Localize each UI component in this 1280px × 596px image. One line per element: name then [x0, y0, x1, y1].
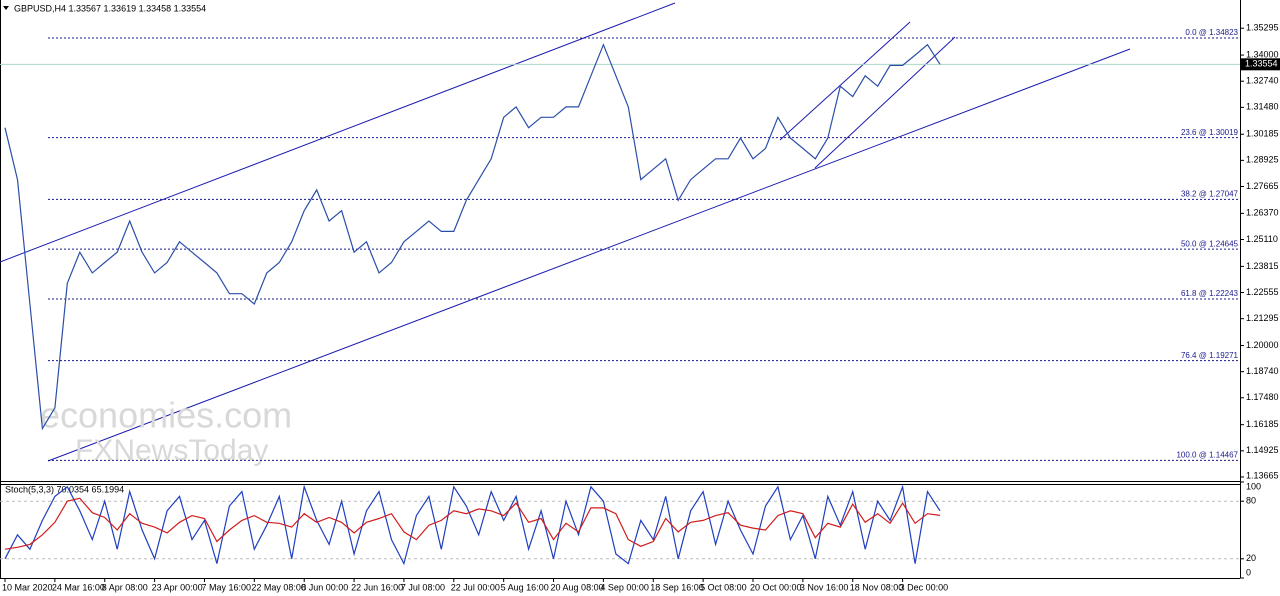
current-price-box	[1241, 58, 1280, 71]
chart-title: GBPUSD,H4 1.33567 1.33619 1.33458 1.3355…	[14, 3, 206, 13]
y-tick-label: 1.25110	[1246, 234, 1278, 244]
y-tick-label: 1.18740	[1246, 366, 1279, 376]
trend-line	[779, 21, 911, 141]
y-tick-label: 1.31480	[1246, 102, 1279, 112]
x-tick-label: 20 Aug 08:00	[551, 582, 604, 592]
current-price-label: 1.33554	[1245, 59, 1278, 69]
trend-line	[814, 36, 956, 169]
y-tick-label: 1.16185	[1246, 419, 1279, 429]
y-tick-label: 1.34000	[1246, 49, 1279, 59]
y-tick-label: 1.23815	[1246, 261, 1279, 271]
x-tick-label: 20 Oct 00:00	[750, 582, 802, 592]
trend-line	[47, 48, 1131, 462]
y-tick-label: 80	[1246, 496, 1256, 506]
y-tick-label: 1.17480	[1246, 392, 1279, 402]
y-tick-label: 1.21295	[1246, 313, 1279, 323]
x-tick-label: 24 Mar 16:00	[52, 582, 105, 592]
x-tick-label: 5 Aug 16:00	[501, 582, 549, 592]
y-tick-label: 1.28925	[1246, 155, 1279, 165]
fib-label: 100.0 @ 1.14467	[1176, 450, 1238, 459]
x-tick-label: 7 May 16:00	[201, 582, 251, 592]
x-tick-label: 3 Dec 00:00	[900, 582, 949, 592]
x-tick-label: 23 Apr 00:00	[152, 582, 203, 592]
watermark: FXNewsToday	[75, 434, 268, 467]
x-tick-label: 18 Nov 08:00	[850, 582, 904, 592]
icon	[3, 6, 9, 10]
x-tick-label: 18 Sep 16:00	[650, 582, 704, 592]
x-tick-label: 22 Jul 00:00	[451, 582, 500, 592]
y-tick-label: 1.32740	[1246, 76, 1279, 86]
fib-label: 61.8 @ 1.22243	[1181, 289, 1239, 298]
series-line	[4, 43, 941, 431]
fib-label: 50.0 @ 1.24645	[1181, 239, 1239, 248]
trend-line	[0, 2, 676, 263]
x-tick-label: 7 Jul 08:00	[401, 582, 445, 592]
fib-label: 76.4 @ 1.19271	[1181, 351, 1239, 360]
y-tick-label: 1.13665	[1246, 470, 1279, 480]
watermark: economies.com	[40, 395, 292, 436]
y-tick-label: 1.27665	[1246, 181, 1279, 191]
x-tick-label: 4 Sep 00:00	[600, 582, 649, 592]
y-tick-label: 1.30185	[1246, 129, 1279, 139]
y-tick-label: 20	[1246, 553, 1256, 563]
y-tick-label: 1.26370	[1246, 208, 1279, 218]
fib-label: 0.0 @ 1.34823	[1185, 28, 1238, 37]
series-line	[4, 497, 941, 550]
y-tick-label: 0	[1246, 567, 1251, 577]
x-tick-label: 22 Jun 16:00	[351, 582, 403, 592]
fib-label: 23.6 @ 1.30019	[1181, 128, 1239, 137]
x-tick-label: 3 Nov 16:00	[800, 582, 849, 592]
fib-label: 38.2 @ 1.27047	[1181, 189, 1239, 198]
y-tick-label: 100	[1246, 481, 1261, 491]
y-tick-label: 1.22555	[1246, 287, 1279, 297]
x-tick-label: 22 May 08:00	[251, 582, 306, 592]
y-tick-label: 1.14925	[1246, 445, 1279, 455]
x-tick-label: 5 Oct 08:00	[700, 582, 747, 592]
y-tick-label: 1.20000	[1246, 340, 1279, 350]
y-tick-label: 1.35295	[1246, 23, 1279, 33]
x-tick-label: 10 Mar 2020	[2, 582, 53, 592]
x-tick-label: 8 Jun 00:00	[301, 582, 348, 592]
x-tick-label: 8 Apr 08:00	[102, 582, 148, 592]
